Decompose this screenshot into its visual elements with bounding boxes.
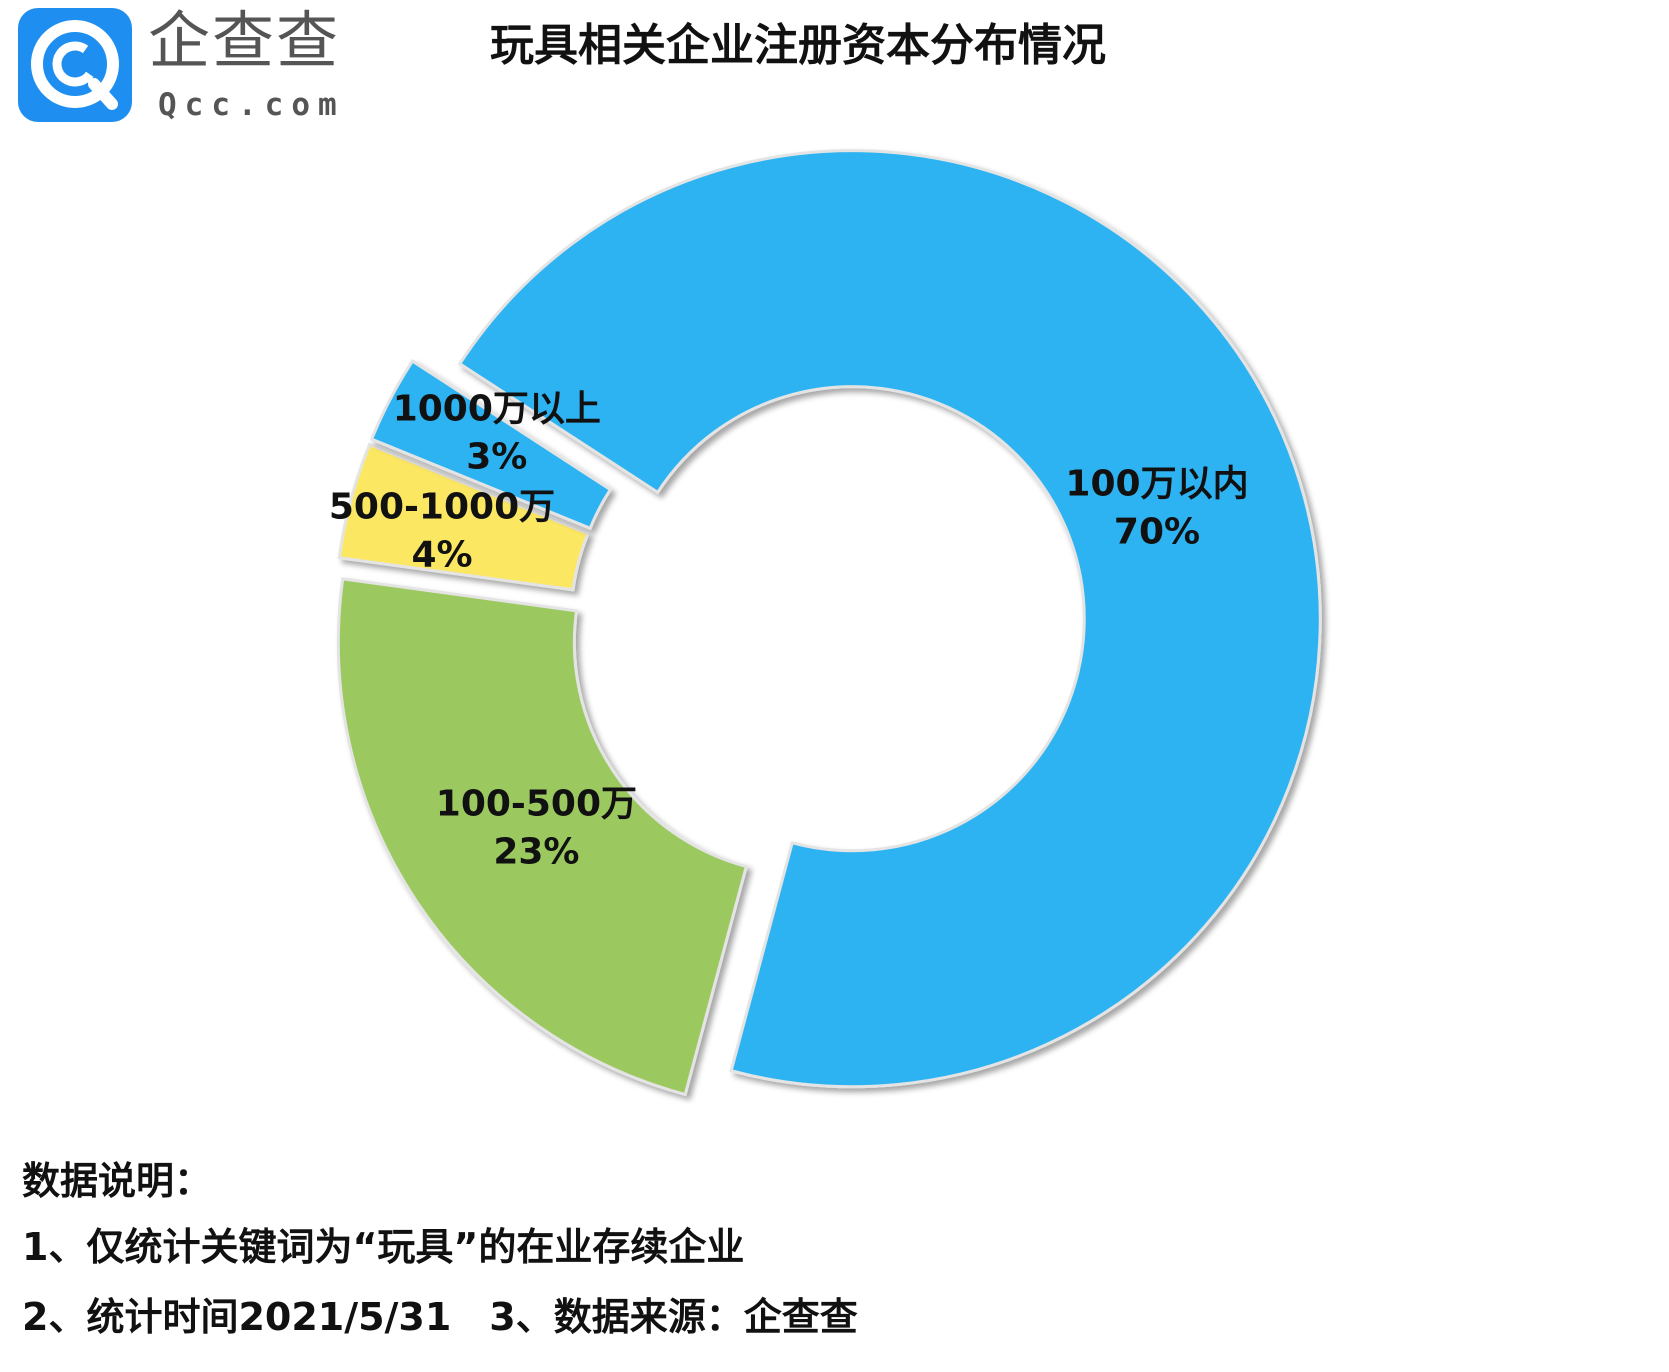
slice-label: 500-1000万 4%: [329, 487, 555, 576]
slice-label: 100-500万 23%: [436, 784, 637, 873]
slice-label: 100万以内 70%: [1065, 464, 1248, 553]
qcc-logo: 企查查 Qcc.com: [18, 8, 358, 126]
slice-percent-label: 23%: [493, 832, 579, 873]
slice-category-label: 100万以内: [1065, 464, 1248, 505]
donut-slice: [337, 442, 591, 592]
donut-slice: [457, 149, 1322, 1089]
chart-title: 玩具相关企业注册资本分布情况: [490, 20, 1106, 71]
slice-percent-label: 70%: [1114, 512, 1200, 553]
slice-label: 1000万以上 3%: [393, 388, 601, 477]
slice-category-label: 1000万以上: [393, 388, 601, 429]
notes-line-1: 1、仅统计关键词为“玩具”的在业存续企业: [22, 1225, 745, 1269]
qcc-logo-icon: [18, 8, 132, 122]
notes-heading: 数据说明：: [22, 1159, 213, 1203]
donut-slice: [336, 577, 749, 1097]
slice-category-label: 100-500万: [436, 784, 637, 825]
slice-percent-label: 3%: [466, 436, 527, 477]
logo-domain: Qcc.com: [158, 87, 345, 123]
logo-brand-name: 企查查: [148, 4, 341, 77]
donut-slice: [369, 358, 613, 531]
slice-percent-label: 4%: [411, 535, 472, 576]
notes-line-2: 2、统计时间2021/5/31 3、数据来源：企查查: [22, 1295, 858, 1339]
slice-category-label: 500-1000万: [329, 487, 555, 528]
